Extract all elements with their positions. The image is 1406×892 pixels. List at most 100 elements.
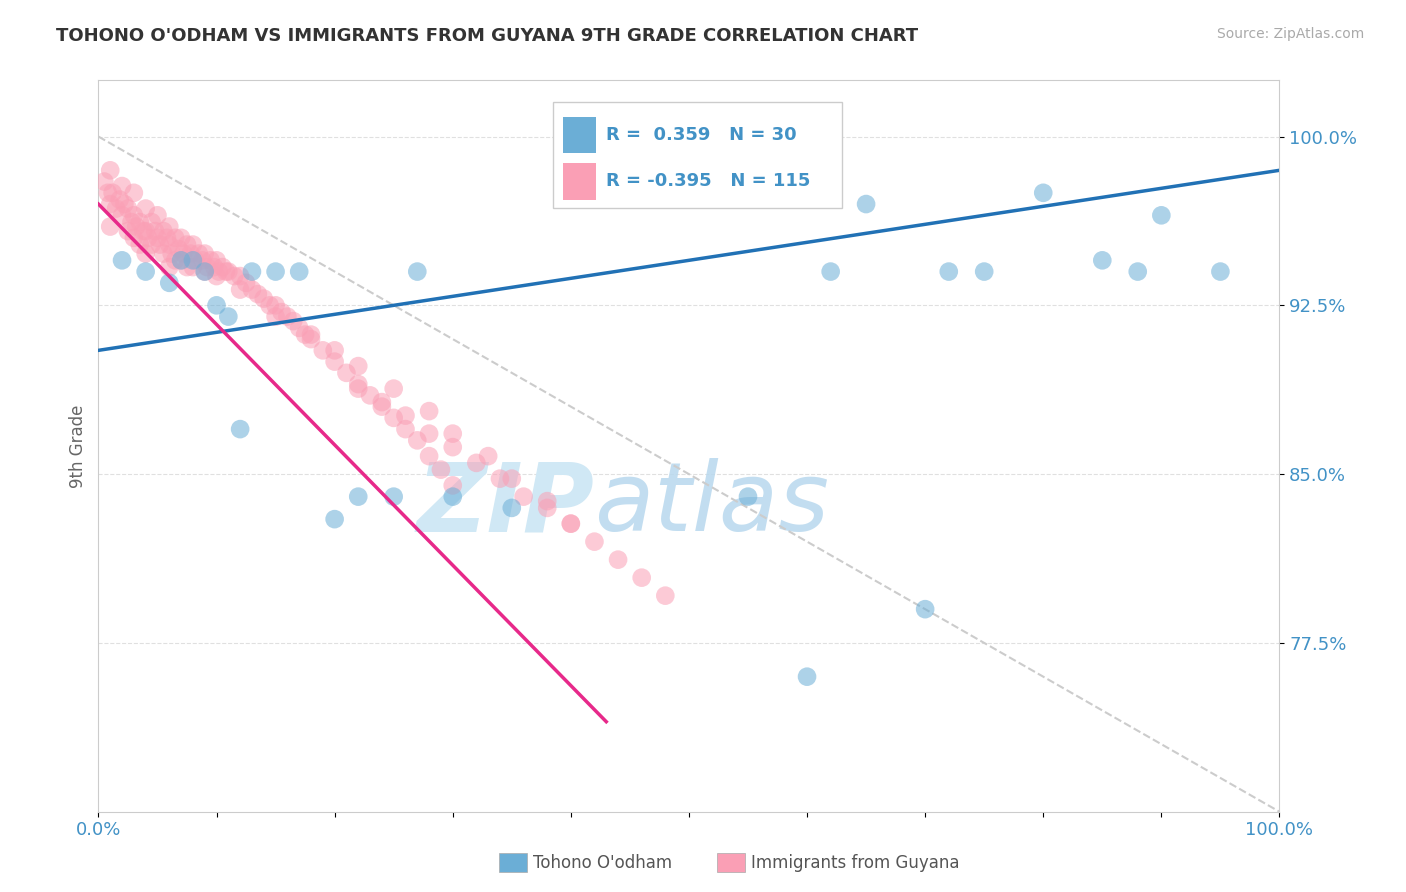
Point [180, 246, 202, 260]
Point [146, 208, 169, 222]
Point [172, 246, 194, 260]
Point [323, 512, 346, 526]
Point [406, 434, 429, 448]
Point [184, 253, 207, 268]
Point [288, 321, 311, 335]
Point [117, 224, 139, 238]
Point [143, 224, 166, 238]
Point [194, 264, 217, 278]
Point [157, 276, 180, 290]
Point [122, 208, 145, 222]
Point [205, 269, 228, 284]
Point [501, 472, 523, 486]
Point [152, 224, 174, 238]
Point [973, 264, 995, 278]
Text: Immigrants from Guyana: Immigrants from Guyana [751, 854, 959, 871]
Point [165, 231, 187, 245]
Text: R = -0.395   N = 115: R = -0.395 N = 115 [606, 172, 811, 190]
Point [335, 366, 357, 380]
Point [235, 276, 257, 290]
Point [187, 246, 209, 260]
Point [112, 197, 135, 211]
Point [283, 314, 305, 328]
Point [536, 500, 558, 515]
Point [111, 253, 134, 268]
Point [194, 246, 217, 260]
Point [1209, 264, 1232, 278]
Point [135, 224, 157, 238]
Text: ZIP: ZIP [416, 458, 595, 551]
Point [371, 400, 394, 414]
Point [371, 395, 394, 409]
Point [215, 264, 238, 278]
Point [382, 382, 405, 396]
Point [441, 478, 464, 492]
Point [240, 283, 263, 297]
Point [165, 253, 187, 268]
Point [1150, 208, 1173, 222]
Point [654, 589, 676, 603]
Point [136, 231, 159, 245]
Point [501, 500, 523, 515]
Point [418, 426, 440, 441]
Point [128, 215, 150, 229]
Point [167, 242, 190, 256]
Point [149, 237, 172, 252]
Point [205, 298, 228, 312]
Point [101, 186, 124, 200]
Point [108, 193, 131, 207]
Point [264, 298, 287, 312]
Text: Tohono O'odham: Tohono O'odham [533, 854, 672, 871]
Point [347, 377, 370, 392]
Text: R =  0.359   N = 30: R = 0.359 N = 30 [606, 126, 797, 145]
Point [560, 516, 582, 531]
Point [441, 490, 464, 504]
Point [111, 179, 134, 194]
Point [181, 253, 204, 268]
Point [246, 287, 269, 301]
Point [430, 462, 453, 476]
Point [855, 197, 877, 211]
Point [512, 490, 534, 504]
Point [170, 231, 193, 245]
Point [224, 269, 246, 284]
Point [276, 310, 298, 324]
Point [157, 260, 180, 274]
Point [264, 310, 287, 324]
Point [141, 215, 163, 229]
Point [135, 202, 157, 216]
Point [382, 490, 405, 504]
Point [98, 197, 121, 211]
Point [135, 264, 157, 278]
Point [323, 343, 346, 358]
Point [465, 456, 488, 470]
Point [938, 264, 960, 278]
Point [583, 534, 606, 549]
Point [208, 264, 231, 278]
Point [347, 490, 370, 504]
Point [146, 231, 169, 245]
Point [347, 359, 370, 373]
Point [191, 253, 214, 268]
Text: atlas: atlas [595, 458, 830, 551]
Point [914, 602, 936, 616]
Point [737, 490, 759, 504]
Point [211, 260, 233, 274]
Point [288, 264, 311, 278]
Point [128, 237, 150, 252]
Point [489, 472, 512, 486]
Point [156, 231, 179, 245]
Point [122, 186, 145, 200]
Point [135, 246, 157, 260]
Point [441, 440, 464, 454]
Point [1032, 186, 1054, 200]
Point [125, 219, 148, 234]
Point [122, 231, 145, 245]
Point [181, 237, 204, 252]
Point [132, 224, 155, 238]
Point [98, 219, 121, 234]
Point [560, 516, 582, 531]
Point [270, 305, 292, 319]
Point [205, 253, 228, 268]
Point [536, 494, 558, 508]
